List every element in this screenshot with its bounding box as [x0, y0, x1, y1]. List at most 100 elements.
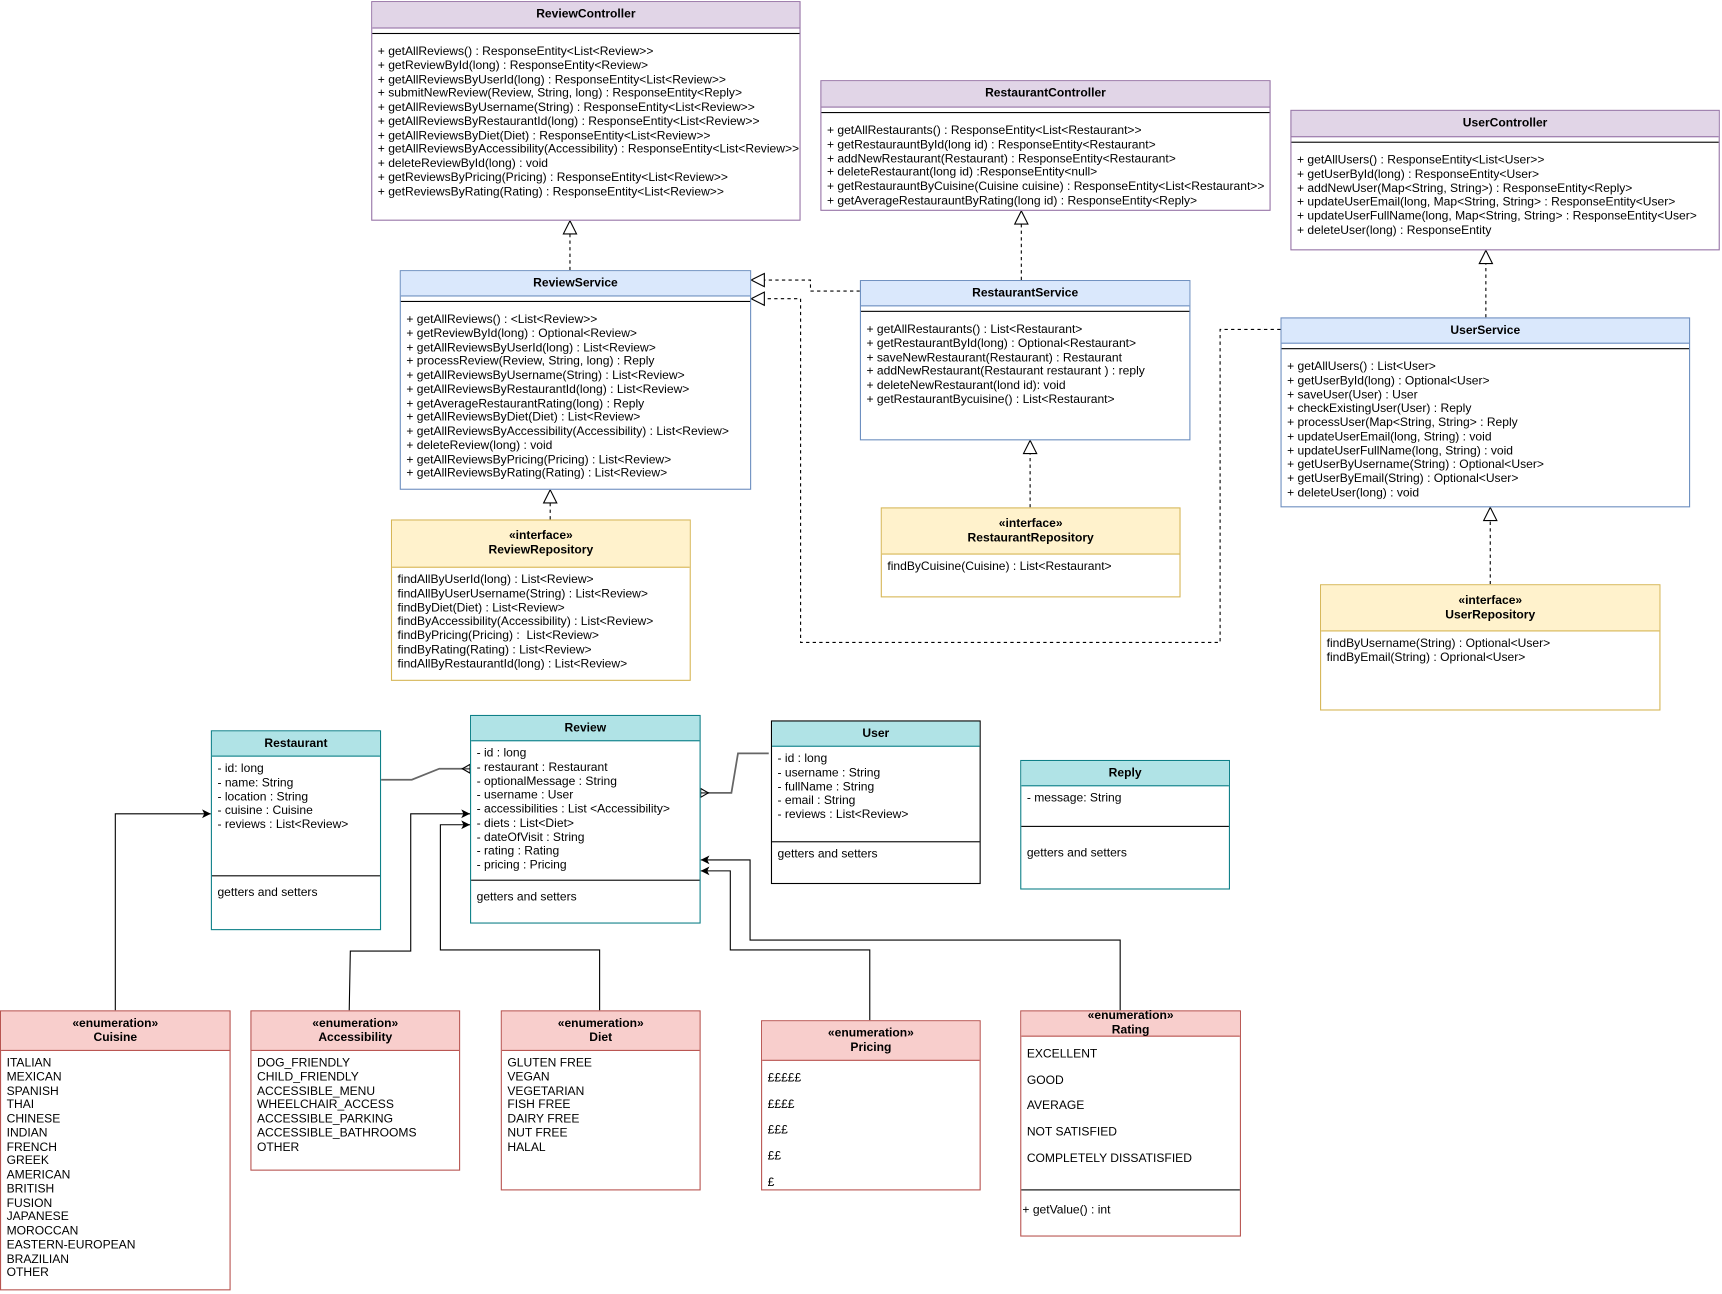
stereotype: «enumeration» [72, 1016, 159, 1030]
class-name: ReviewService [533, 276, 618, 290]
methods-section: + getAllReviews() : <List<Review>> + getR… [401, 302, 750, 489]
method: + getAllReviews() : <List<Review>> [406, 312, 598, 327]
method: findByAccessibility(Accessibility) : Lis… [397, 615, 654, 629]
hollow-triangle-arrowhead-icon [1013, 209, 1029, 225]
method: getters and setters [777, 847, 878, 861]
attribute: - rating : Rating [476, 844, 560, 858]
class-restaurant-controller[interactable]: RestaurantController + getAllRestaurants(… [820, 80, 1271, 211]
class-review-service[interactable]: ReviewService + getAllReviews() : <List<R… [399, 270, 752, 490]
method: + getAllReviewsByRestaurantId(long) : Li… [406, 382, 690, 397]
class-pricing[interactable]: «enumeration» Pricing £££££ ££££ £££ ££ £ [761, 1020, 981, 1191]
class-cuisine[interactable]: «enumeration» Cuisine ITALIAN MEXICAN SPANIS… [0, 1010, 231, 1291]
method: + submitNewReview(Review, String, long) … [377, 87, 743, 101]
class-header: ReviewController [372, 2, 800, 29]
class-name: RestaurantService [972, 286, 1079, 300]
method: + saveUser(User) : User [1287, 388, 1418, 402]
association-connector-pricing-to-review [700, 866, 871, 1021]
method: + getAllReviewsByAccessibility(Accessibi… [406, 425, 729, 439]
attributes-section: EXCELLENT GOOD AVERAGE NOT SATISFIED COMPLET… [1021, 1037, 1240, 1190]
attributes-section: - id : long - username : String - fullName… [772, 747, 980, 841]
class-name: Restaurant [264, 736, 328, 750]
method: + processReview(Review, String, long) : … [406, 354, 655, 369]
attributes-section: ITALIAN MEXICAN SPANISH THAI CHINESE INDIAN FR… [1, 1051, 229, 1289]
attribute: - dateOfVisit : String [476, 830, 585, 844]
method: + getUserById(long) : Optional<User> [1287, 374, 1490, 388]
stereotype: «interface» [1458, 593, 1523, 607]
attribute: VEGAN [507, 1070, 550, 1084]
attribute: £££££ [767, 1071, 802, 1086]
method: findByRating(Rating) : List<Review> [397, 643, 592, 657]
attribute: - fullName : String [777, 780, 875, 794]
method: + addNewRestaurant(Restaurant) : Respons… [826, 152, 1176, 166]
one-to-many-connector-user-to-review [700, 752, 769, 799]
method: findByPricing(Pricing) : List<Review> [397, 629, 599, 643]
attribute: MOROCCAN [6, 1224, 79, 1238]
method: + deleteUser(long) : ResponseEntity [1296, 223, 1492, 237]
attribute: - optionalMessage : String [476, 774, 617, 788]
methods-section: getters and setters [772, 842, 980, 883]
class-name: ReviewRepository [488, 543, 594, 557]
arrowhead-icon [461, 820, 471, 830]
class-user[interactable]: User - id : long - username : String - full… [770, 720, 981, 885]
class-header: UserService [1281, 318, 1690, 344]
attribute: VEGETARIAN [507, 1084, 585, 1098]
method: + processUser(Map<String, String> : Repl… [1287, 416, 1518, 430]
class-review-repository[interactable]: «interface» ReviewRepository findAllByUser… [390, 519, 691, 681]
class-name: UserRepository [1445, 607, 1536, 622]
class-header: RestaurantService [860, 281, 1190, 307]
method: + getRestaurantBycuisine() : List<Restau… [866, 392, 1115, 407]
class-header: «interface» UserRepository [1321, 585, 1660, 632]
method: + getAllReviewsByAccessibility(Accessibi… [377, 143, 800, 157]
method: + getAllReviewsByUserId(long) : Response… [377, 73, 726, 87]
class-accessibility[interactable]: «enumeration» Accessibility DOG_FRIENDLY CH… [250, 1010, 461, 1171]
class-restaurant-repository[interactable]: «interface» RestaurantRepository findByCui… [880, 507, 1181, 598]
attribute: SPANISH [6, 1084, 59, 1098]
method: + getAllReviewsByUsername(String) : Resp… [377, 101, 755, 115]
attributes-section: £££££ ££££ £££ ££ £ [762, 1061, 979, 1189]
class-restaurant[interactable]: Restaurant - id: long - name: String - loca… [210, 730, 382, 931]
realization-connector-review-service-to-review-controller [562, 219, 578, 271]
class-reply[interactable]: Reply - message: String getters and setter… [1020, 759, 1230, 890]
method: + updateUserFullName(long, String) : voi… [1287, 444, 1514, 458]
class-user-controller[interactable]: UserController + getAllUsers() : Response… [1290, 109, 1720, 251]
class-name: Reply [1108, 765, 1142, 780]
stereotype: «interface» [998, 516, 1063, 530]
class-diet[interactable]: «enumeration» Diet GLUTEN FREE VEGAN VEGETAR… [500, 1010, 701, 1191]
class-name: RestaurantRepository [967, 530, 1094, 545]
class-restaurant-service[interactable]: RestaurantService + getAllRestaurants() :… [859, 280, 1191, 441]
arrowhead-icon [202, 809, 211, 819]
attribute: - reviews : List<Review> [217, 818, 349, 832]
class-review[interactable]: Review - id : long - restaurant : Restaura… [470, 714, 701, 924]
class-header: UserController [1291, 110, 1719, 138]
stereotype: «enumeration» [312, 1016, 399, 1030]
one-to-many-connector-restaurant-to-review [381, 763, 471, 781]
class-rating[interactable]: «enumeration» Rating EXCELLENT GOOD AVERAGE N… [1020, 1009, 1241, 1237]
attribute: FISH FREE [507, 1098, 571, 1112]
method: + addNewRestaurant(Restaurant restaurant… [866, 364, 1145, 379]
attribute: HALAL [507, 1140, 546, 1154]
method: + getAllUsers() : ResponseEntity<List<Us… [1296, 153, 1545, 167]
divider [860, 310, 1190, 312]
attribute: BRAZILIAN [6, 1252, 70, 1266]
divider [821, 112, 1270, 114]
divider [372, 32, 800, 35]
stereotype: «enumeration» [1087, 1009, 1174, 1023]
divider [211, 875, 380, 877]
attribute: - accessibilities : List <Accessibility> [476, 802, 670, 816]
class-name: RestaurantController [985, 86, 1106, 100]
hollow-triangle-arrowhead-icon [1482, 506, 1498, 522]
method: + getAllReviewsByDiet(Diet) : ResponseEn… [377, 129, 711, 143]
hollow-triangle-arrowhead-icon [562, 219, 578, 235]
method: + getAverageRestaurantRating(long) : Rep… [406, 396, 645, 411]
methods-section: + getAllReviews() : ResponseEntity<List<… [372, 34, 799, 220]
realization-connector-restaurant-service-to-restaurant-controller [1013, 209, 1029, 281]
class-review-controller[interactable]: ReviewController + getAllReviews() : Resp… [371, 1, 801, 221]
class-name: User [862, 726, 890, 740]
method: + checkExistingUser(User) : Reply [1287, 402, 1472, 416]
method: + getValue() : int [1022, 1203, 1111, 1217]
attribute: CHILD_FRIENDLY [256, 1070, 359, 1084]
methods-section: findByCuisine(Cuisine) : List<Restaurant… [882, 555, 1180, 597]
class-user-service[interactable]: UserService + getAllUsers() : List<User> +… [1280, 317, 1691, 508]
class-user-repository[interactable]: «interface» UserRepository findByUsername(… [1320, 584, 1661, 711]
attribute: COMPLETELY DISSATISFIED [1026, 1151, 1192, 1165]
